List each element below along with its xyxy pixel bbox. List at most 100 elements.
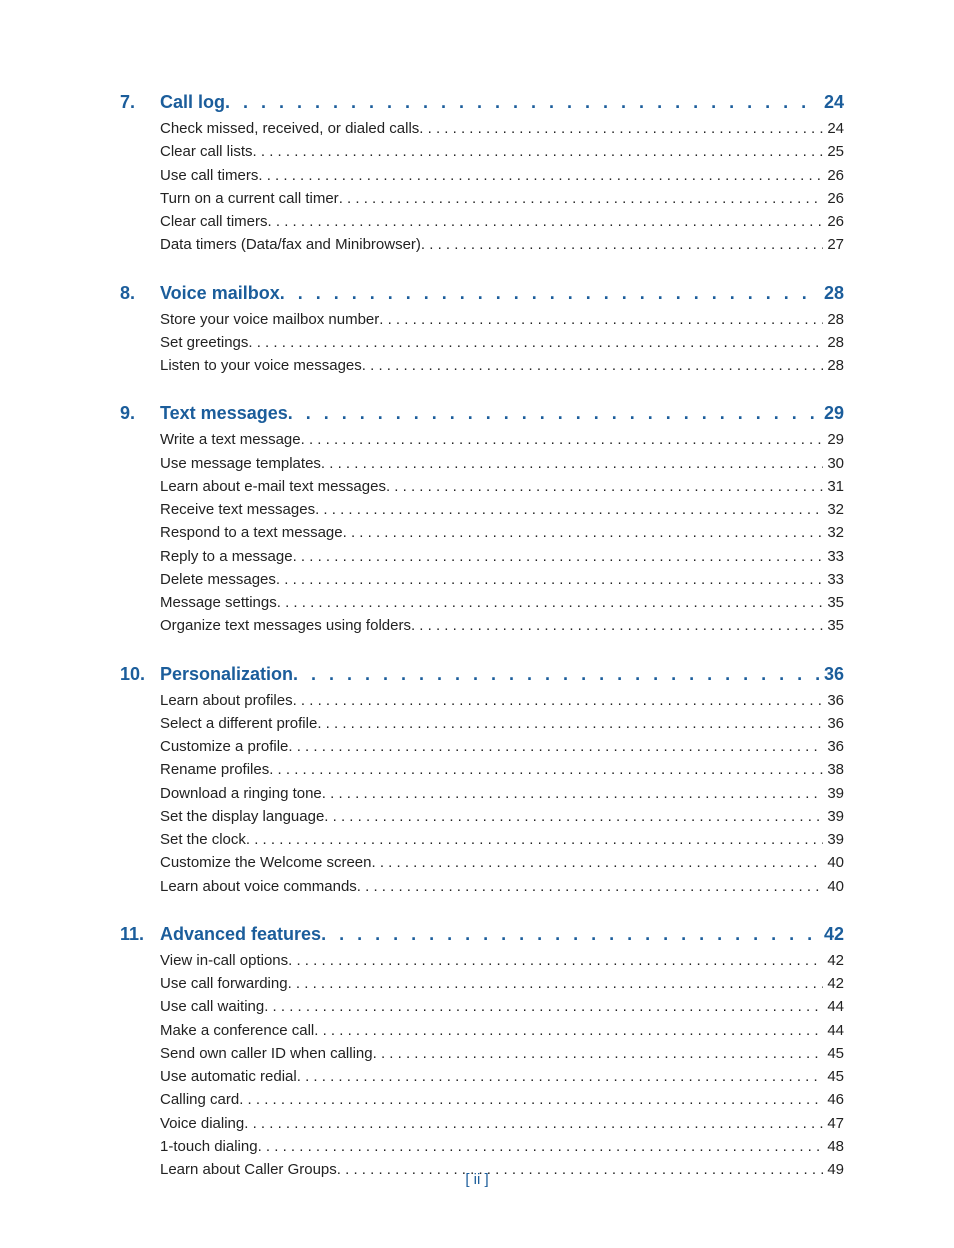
- toc-sub-row[interactable]: Learn about e-mail text messages31: [160, 475, 844, 498]
- toc-sub-list: View in-call options42Use call forwardin…: [160, 949, 844, 1182]
- toc-sub-title: Organize text messages using folders: [160, 614, 411, 637]
- toc-section: 11.Advanced features42 View in-call optio…: [120, 924, 844, 1182]
- toc-heading-row[interactable]: 10.Personalization36: [120, 664, 844, 685]
- toc-sub-leader: [253, 140, 824, 163]
- toc-heading-title: Text messages: [160, 403, 288, 424]
- toc-sub-title: Customize the Welcome screen: [160, 851, 371, 874]
- toc-sub-page: 36: [823, 712, 844, 735]
- toc-sub-title: Clear call lists: [160, 140, 253, 163]
- toc-sub-page: 28: [823, 354, 844, 377]
- toc-heading-number: 7.: [120, 92, 160, 113]
- toc-sub-leader: [288, 972, 824, 995]
- toc-sub-row[interactable]: 1-touch dialing48: [160, 1135, 844, 1158]
- toc-sub-page: 40: [823, 851, 844, 874]
- toc-sub-leader: [244, 1112, 823, 1135]
- toc-sub-row[interactable]: Make a conference call44: [160, 1019, 844, 1042]
- toc-sub-title: Make a conference call: [160, 1019, 314, 1042]
- toc-sub-page: 39: [823, 805, 844, 828]
- toc-heading-row[interactable]: 7.Call log24: [120, 92, 844, 113]
- toc-sub-leader: [248, 331, 823, 354]
- toc-sub-row[interactable]: Write a text message29: [160, 428, 844, 451]
- toc-sub-row[interactable]: Respond to a text message32: [160, 521, 844, 544]
- toc-sub-title: Set the display language: [160, 805, 324, 828]
- toc-sub-leader: [322, 782, 824, 805]
- toc-sub-row[interactable]: Use call forwarding42: [160, 972, 844, 995]
- toc-sub-leader: [246, 828, 823, 851]
- toc-sub-page: 31: [823, 475, 844, 498]
- toc-sub-row[interactable]: Receive text messages32: [160, 498, 844, 521]
- toc-sub-row[interactable]: Delete messages33: [160, 568, 844, 591]
- toc-sub-row[interactable]: Reply to a message33: [160, 545, 844, 568]
- toc-sub-leader: [301, 428, 824, 451]
- toc-heading-row[interactable]: 11.Advanced features42: [120, 924, 844, 945]
- toc-sub-title: Respond to a text message: [160, 521, 343, 544]
- toc-sub-leader: [297, 1065, 824, 1088]
- toc-sub-leader: [379, 308, 823, 331]
- toc-sub-title: Learn about profiles: [160, 689, 293, 712]
- toc-sub-list: Check missed, received, or dialed calls 2…: [160, 117, 844, 257]
- toc-heading-title: Call log: [160, 92, 225, 113]
- toc-sub-row[interactable]: Organize text messages using folders 35: [160, 614, 844, 637]
- toc-sub-title: Rename profiles: [160, 758, 269, 781]
- toc-sub-row[interactable]: Message settings35: [160, 591, 844, 614]
- toc-sub-row[interactable]: Use message templates30: [160, 452, 844, 475]
- toc-sub-page: 40: [823, 875, 844, 898]
- toc-sub-title: Data timers (Data/fax and Minibrowser): [160, 233, 421, 256]
- toc-sub-title: Learn about voice commands: [160, 875, 357, 898]
- toc-sub-row[interactable]: Voice dialing47: [160, 1112, 844, 1135]
- toc-sub-row[interactable]: Calling card46: [160, 1088, 844, 1111]
- toc-sub-row[interactable]: Data timers (Data/fax and Minibrowser)27: [160, 233, 844, 256]
- toc-sub-page: 42: [823, 972, 844, 995]
- toc-section: 9.Text messages 29 Write a text message29U…: [120, 403, 844, 637]
- toc-sub-row[interactable]: Clear call lists 25: [160, 140, 844, 163]
- toc-sub-title: Message settings: [160, 591, 277, 614]
- toc-sub-row[interactable]: Listen to your voice messages28: [160, 354, 844, 377]
- toc-sub-row[interactable]: Customize the Welcome screen 40: [160, 851, 844, 874]
- toc-sub-list: Learn about profiles36Select a different…: [160, 689, 844, 898]
- toc-heading-number: 9.: [120, 403, 160, 424]
- toc-sub-row[interactable]: Learn about profiles36: [160, 689, 844, 712]
- toc-sub-row[interactable]: Set the clock39: [160, 828, 844, 851]
- toc-sub-page: 38: [823, 758, 844, 781]
- toc-sub-row[interactable]: Learn about voice commands 40: [160, 875, 844, 898]
- toc-sub-page: 35: [823, 614, 844, 637]
- toc-heading-row[interactable]: 9.Text messages 29: [120, 403, 844, 424]
- toc-sub-leader: [386, 475, 823, 498]
- toc-sub-title: Calling card: [160, 1088, 239, 1111]
- toc-sub-title: Check missed, received, or dialed calls: [160, 117, 419, 140]
- toc-sub-row[interactable]: Clear call timers26: [160, 210, 844, 233]
- toc-sub-page: 42: [823, 949, 844, 972]
- toc-sub-row[interactable]: Use call timers26: [160, 164, 844, 187]
- toc-sub-row[interactable]: Turn on a current call timer26: [160, 187, 844, 210]
- page-footer: [ ii ]: [0, 1171, 954, 1188]
- toc-sub-title: Send own caller ID when calling: [160, 1042, 373, 1065]
- toc-heading-row[interactable]: 8.Voice mailbox28: [120, 283, 844, 304]
- toc-heading-page: 36: [820, 664, 844, 685]
- toc-sub-row[interactable]: Select a different profile36: [160, 712, 844, 735]
- toc-sub-row[interactable]: Use call waiting44: [160, 995, 844, 1018]
- toc-sub-title: Use automatic redial: [160, 1065, 297, 1088]
- toc-sub-row[interactable]: View in-call options42: [160, 949, 844, 972]
- toc-sub-row[interactable]: Store your voice mailbox number 28: [160, 308, 844, 331]
- toc-sub-page: 28: [823, 308, 844, 331]
- toc-sub-row[interactable]: Customize a profile36: [160, 735, 844, 758]
- toc-sub-row[interactable]: Set greetings28: [160, 331, 844, 354]
- toc-sub-row[interactable]: Use automatic redial45: [160, 1065, 844, 1088]
- toc-sub-title: 1-touch dialing: [160, 1135, 258, 1158]
- toc-heading-leader: [321, 924, 820, 945]
- toc-sub-title: Store your voice mailbox number: [160, 308, 379, 331]
- toc-sub-row[interactable]: Set the display language 39: [160, 805, 844, 828]
- toc-sub-row[interactable]: Rename profiles 38: [160, 758, 844, 781]
- toc-sub-row[interactable]: Download a ringing tone39: [160, 782, 844, 805]
- toc-heading-page: 29: [820, 403, 844, 424]
- toc-sub-row[interactable]: Check missed, received, or dialed calls2…: [160, 117, 844, 140]
- toc-sub-leader: [411, 614, 823, 637]
- toc-sub-leader: [288, 949, 823, 972]
- toc-sub-title: Write a text message: [160, 428, 301, 451]
- toc-sub-row[interactable]: Send own caller ID when calling45: [160, 1042, 844, 1065]
- toc-heading-leader: [225, 92, 820, 113]
- toc-sub-leader: [324, 805, 823, 828]
- toc-sub-title: Use call timers: [160, 164, 258, 187]
- toc-sub-page: 25: [823, 140, 844, 163]
- toc-heading-title: Voice mailbox: [160, 283, 280, 304]
